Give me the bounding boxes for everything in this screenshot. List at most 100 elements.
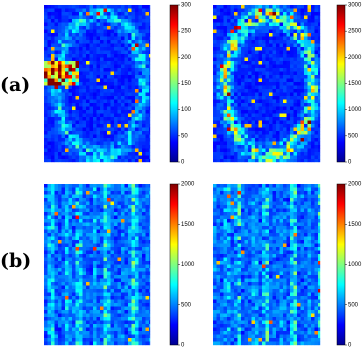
heatmap-cell [234,5,238,9]
heatmap-cell [149,37,150,41]
heatmap-cell [86,128,90,132]
heatmap-cell [93,317,97,321]
heatmap-cell [114,37,118,41]
heatmap-cell [234,121,238,125]
heatmap-cell [128,16,132,20]
heatmap-cell [86,289,90,293]
heatmap-cell [125,219,129,223]
heatmap-cell [100,300,104,304]
heatmap-cell [72,223,76,227]
heatmap-cell [58,279,62,283]
heatmap-cell [149,254,150,258]
heatmap-cell [311,121,315,125]
heatmap-cell [290,216,294,220]
heatmap-cell [290,89,294,93]
heatmap-cell [62,124,66,128]
heatmap-cell [114,230,118,234]
heatmap-cell [149,47,150,51]
heatmap-cell [301,156,305,160]
heatmap-cell [238,205,242,209]
heatmap-cell [135,328,139,332]
heatmap-cell [259,86,263,90]
heatmap-cell [301,230,305,234]
heatmap-cell [58,51,62,55]
heatmap-cell [104,142,108,146]
heatmap-cell [69,19,73,23]
heatmap-cell [276,212,280,216]
heatmap-cell [76,58,80,62]
heatmap-cell [62,75,66,79]
heatmap-cell [118,107,122,111]
heatmap-cell [125,338,129,342]
heatmap-cell [149,296,150,300]
heatmap-cell [139,279,143,283]
heatmap-cell [262,72,266,76]
heatmap-cell [62,191,66,195]
heatmap-cell [259,54,263,58]
heatmap-cell [146,272,150,276]
heatmap-cell [146,121,150,125]
tick-label: 300 [181,3,192,9]
heatmap-cell [280,142,284,146]
heatmap-cell [48,237,52,241]
heatmap-cell [72,135,76,139]
heatmap-cell [308,212,312,216]
heatmap-cell [315,19,319,23]
heatmap-cell [62,44,66,48]
heatmap-cell [248,219,252,223]
heatmap-cell [135,72,139,76]
heatmap-cell [79,310,83,314]
heatmap-cell [55,195,59,199]
heatmap-cell [252,30,256,34]
heatmap-cell [51,195,55,199]
heatmap-cell [121,286,125,290]
heatmap-cell [224,89,228,93]
heatmap-cell [90,233,94,237]
heatmap-cell [241,114,245,118]
heatmap-cell [149,54,150,58]
heatmap-cell [276,72,280,76]
heatmap-cell [273,100,277,104]
heatmap-cell [217,61,221,65]
heatmap-cell [276,9,280,13]
heatmap-cell [44,317,48,321]
heatmap-cell [111,258,115,262]
heatmap-cell [308,100,312,104]
heatmap-cell [65,152,69,156]
heatmap-cell [238,149,242,153]
heatmap-cell [280,258,284,262]
heatmap-cell [104,44,108,48]
heatmap-cell [308,93,312,97]
heatmap-cell [276,23,280,27]
heatmap-cell [301,237,305,241]
heatmap-cell [69,254,73,258]
heatmap-cell [62,258,66,262]
heatmap-cell [252,145,256,149]
heatmap-cell [149,40,150,44]
heatmap-cell [220,212,224,216]
heatmap-cell [262,110,266,114]
heatmap-cell [255,198,259,202]
heatmap-cell [227,195,231,199]
heatmap-cell [104,110,108,114]
heatmap-cell [128,335,132,339]
heatmap-cell [125,72,129,76]
heatmap-cell [139,216,143,220]
heatmap-cell [290,65,294,69]
heatmap-cell [86,58,90,62]
heatmap-cell [79,37,83,41]
heatmap-cell [245,79,249,83]
heatmap-cell [297,100,301,104]
heatmap-cell [262,114,266,118]
heatmap-cell [48,61,52,65]
heatmap-cell [79,152,83,156]
heatmap-cell [231,89,235,93]
heatmap-cell [86,23,90,27]
heatmap-cell [125,128,129,132]
heatmap-cell [97,317,101,321]
heatmap-cell [290,145,294,149]
heatmap-cell [146,307,150,311]
heatmap-cell [234,128,238,132]
heatmap-cell [128,184,132,188]
heatmap-cell [301,244,305,248]
